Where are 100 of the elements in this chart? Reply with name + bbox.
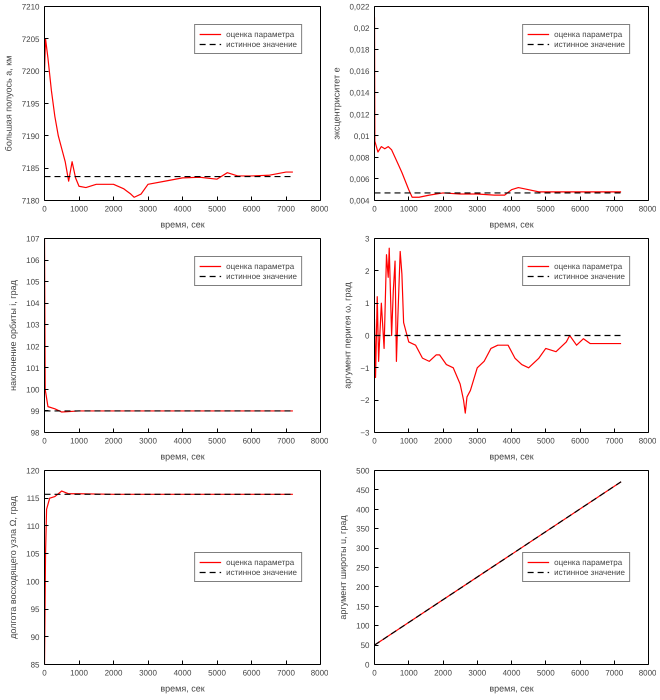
x-tick-label: 1000 [400, 668, 418, 678]
x-tick-label: 0 [372, 204, 378, 214]
x-tick-label: 3000 [468, 204, 487, 214]
x-tick-label: 2000 [434, 204, 452, 214]
y-axis-title: аргумент перигея ω, град [342, 282, 352, 389]
y-tick-label: 300 [356, 544, 370, 554]
y-tick-label: 50 [360, 641, 370, 650]
x-tick-label: 1000 [70, 204, 88, 214]
x-tick-label: 8000 [638, 204, 658, 214]
legend-label: оценка параметра [554, 261, 622, 271]
y-tick-label: 7190 [22, 132, 40, 141]
x-tick-label: 5000 [536, 668, 556, 678]
x-tick-label: 8000 [310, 668, 330, 678]
x-tick-label: 7000 [605, 436, 624, 446]
x-tick-label: 6000 [571, 204, 590, 214]
y-tick-label: 450 [356, 486, 370, 495]
y-tick-label: 1 [365, 299, 370, 308]
x-tick-label: 0 [42, 668, 48, 678]
y-tick-label: 110 [26, 522, 40, 531]
x-tick-label: 4000 [502, 668, 521, 678]
x-tick-label: 6000 [242, 204, 261, 214]
y-tick-label: 7210 [22, 2, 40, 12]
x-tick-label: 5000 [536, 204, 556, 214]
x-tick-label: 8000 [638, 436, 658, 446]
x-tick-label: 7000 [277, 204, 296, 214]
y-tick-label: 0,004 [349, 196, 370, 206]
x-tick-label: 3000 [468, 436, 487, 446]
y-tick-label: 0,008 [349, 153, 370, 162]
legend-label: оценка параметра [554, 29, 622, 39]
y-tick-label: 3 [365, 234, 370, 244]
y-tick-label: −3 [360, 428, 370, 438]
y-tick-label: 0 [365, 660, 370, 670]
y-axis-title: эксцентриситет e [331, 67, 342, 140]
y-tick-label: 0,01 [354, 132, 370, 141]
x-tick-label: 7000 [277, 668, 296, 678]
x-tick-label: 0 [372, 436, 378, 446]
y-tick-label: 0,016 [349, 67, 370, 76]
x-tick-label: 2000 [434, 668, 452, 678]
x-tick-label: 2000 [104, 204, 123, 214]
x-tick-label: 6000 [242, 668, 261, 678]
legend-label: истинное значение [226, 271, 297, 281]
y-tick-label: 7195 [22, 100, 40, 108]
x-axis-title: время, сек [489, 220, 534, 230]
x-tick-label: 1000 [70, 668, 88, 678]
y-tick-label: 0,022 [349, 2, 370, 12]
y-tick-label: 103 [26, 320, 40, 330]
x-tick-label: 1000 [400, 204, 418, 214]
x-tick-label: 8000 [638, 668, 658, 678]
legend-label: оценка параметра [226, 29, 294, 39]
legend-label: оценка параметра [226, 557, 294, 567]
y-tick-label: 0,012 [349, 110, 370, 120]
y-tick-label: 0,006 [349, 174, 370, 184]
x-tick-label: 7000 [605, 204, 624, 214]
y-tick-label: 2 [365, 266, 370, 276]
y-tick-label: 98 [30, 428, 40, 438]
y-axis-title: большая полуось а, км [4, 56, 14, 152]
x-tick-label: 4000 [502, 436, 521, 446]
x-tick-label: 2000 [104, 668, 123, 678]
x-tick-label: 0 [372, 668, 378, 678]
y-tick-label: 99 [30, 406, 40, 416]
x-axis-title: время, сек [489, 452, 534, 462]
x-tick-label: 4000 [174, 204, 192, 214]
y-axis-title: наклонение орбиты i, град [8, 279, 18, 391]
x-tick-label: 8000 [310, 436, 330, 446]
y-tick-label: 90 [30, 632, 40, 642]
y-tick-label: 85 [30, 660, 40, 670]
y-tick-label: 0,02 [354, 24, 370, 34]
legend-label: оценка параметра [226, 261, 294, 271]
y-tick-label: 101 [26, 364, 40, 373]
x-tick-label: 3000 [139, 668, 158, 678]
x-tick-label: 0 [42, 436, 48, 446]
legend-label: истинное значение [226, 39, 297, 49]
y-tick-label: 120 [26, 466, 40, 476]
x-tick-label: 7000 [277, 436, 296, 446]
y-tick-label: 350 [356, 524, 370, 534]
y-tick-label: 105 [26, 278, 40, 287]
legend-label: истинное значение [226, 567, 297, 577]
x-tick-label: 1000 [70, 436, 88, 446]
y-tick-label: 150 [356, 602, 370, 612]
x-tick-label: 5000 [208, 204, 226, 214]
x-tick-label: 6000 [242, 436, 261, 446]
y-tick-label: 400 [356, 505, 370, 514]
y-tick-label: 250 [356, 564, 370, 572]
x-tick-label: 8000 [310, 204, 330, 214]
x-tick-label: 4000 [502, 204, 521, 214]
y-tick-label: 107 [26, 234, 40, 244]
y-tick-label: 102 [26, 342, 40, 352]
y-tick-label: 7180 [22, 196, 40, 206]
x-tick-label: 1000 [400, 436, 418, 446]
x-axis-title: время, сек [160, 452, 205, 462]
x-axis-title: время, сек [489, 684, 534, 694]
y-tick-label: 0 [365, 332, 370, 340]
legend-label: истинное значение [554, 567, 625, 577]
legend-label: оценка параметра [554, 557, 622, 567]
y-tick-label: 0,014 [349, 88, 370, 98]
x-tick-label: 3000 [139, 204, 158, 214]
x-tick-label: 5000 [208, 436, 226, 446]
y-tick-label: 7185 [22, 164, 40, 174]
y-tick-label: 0,018 [349, 46, 370, 55]
x-tick-label: 6000 [571, 436, 590, 446]
